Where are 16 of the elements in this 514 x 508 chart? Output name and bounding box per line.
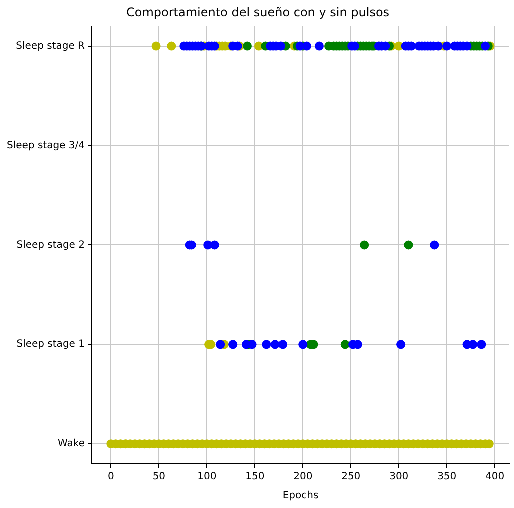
category-label: Sleep stage 2	[16, 240, 85, 251]
x-tick-label: 100	[198, 472, 217, 483]
x-tick-label: 150	[246, 472, 265, 483]
chart-title: Comportamiento del sueño con y sin pulsos	[126, 5, 390, 20]
x-tick-label: 250	[342, 472, 361, 483]
x-axis-title: Epochs	[282, 490, 319, 502]
category-label: Sleep stage R	[16, 40, 85, 52]
x-tick-label: 400	[486, 472, 505, 483]
x-tick-label: 200	[294, 472, 313, 483]
x-tick-label: 50	[152, 472, 166, 483]
category-label: Sleep stage 1	[16, 339, 85, 350]
category-label: Wake	[58, 438, 85, 450]
x-tick-label: 300	[390, 472, 409, 483]
category-label: Sleep stage 3/4	[6, 140, 85, 152]
x-tick-label: 350	[438, 472, 457, 483]
x-tick-label: 0	[108, 472, 114, 483]
